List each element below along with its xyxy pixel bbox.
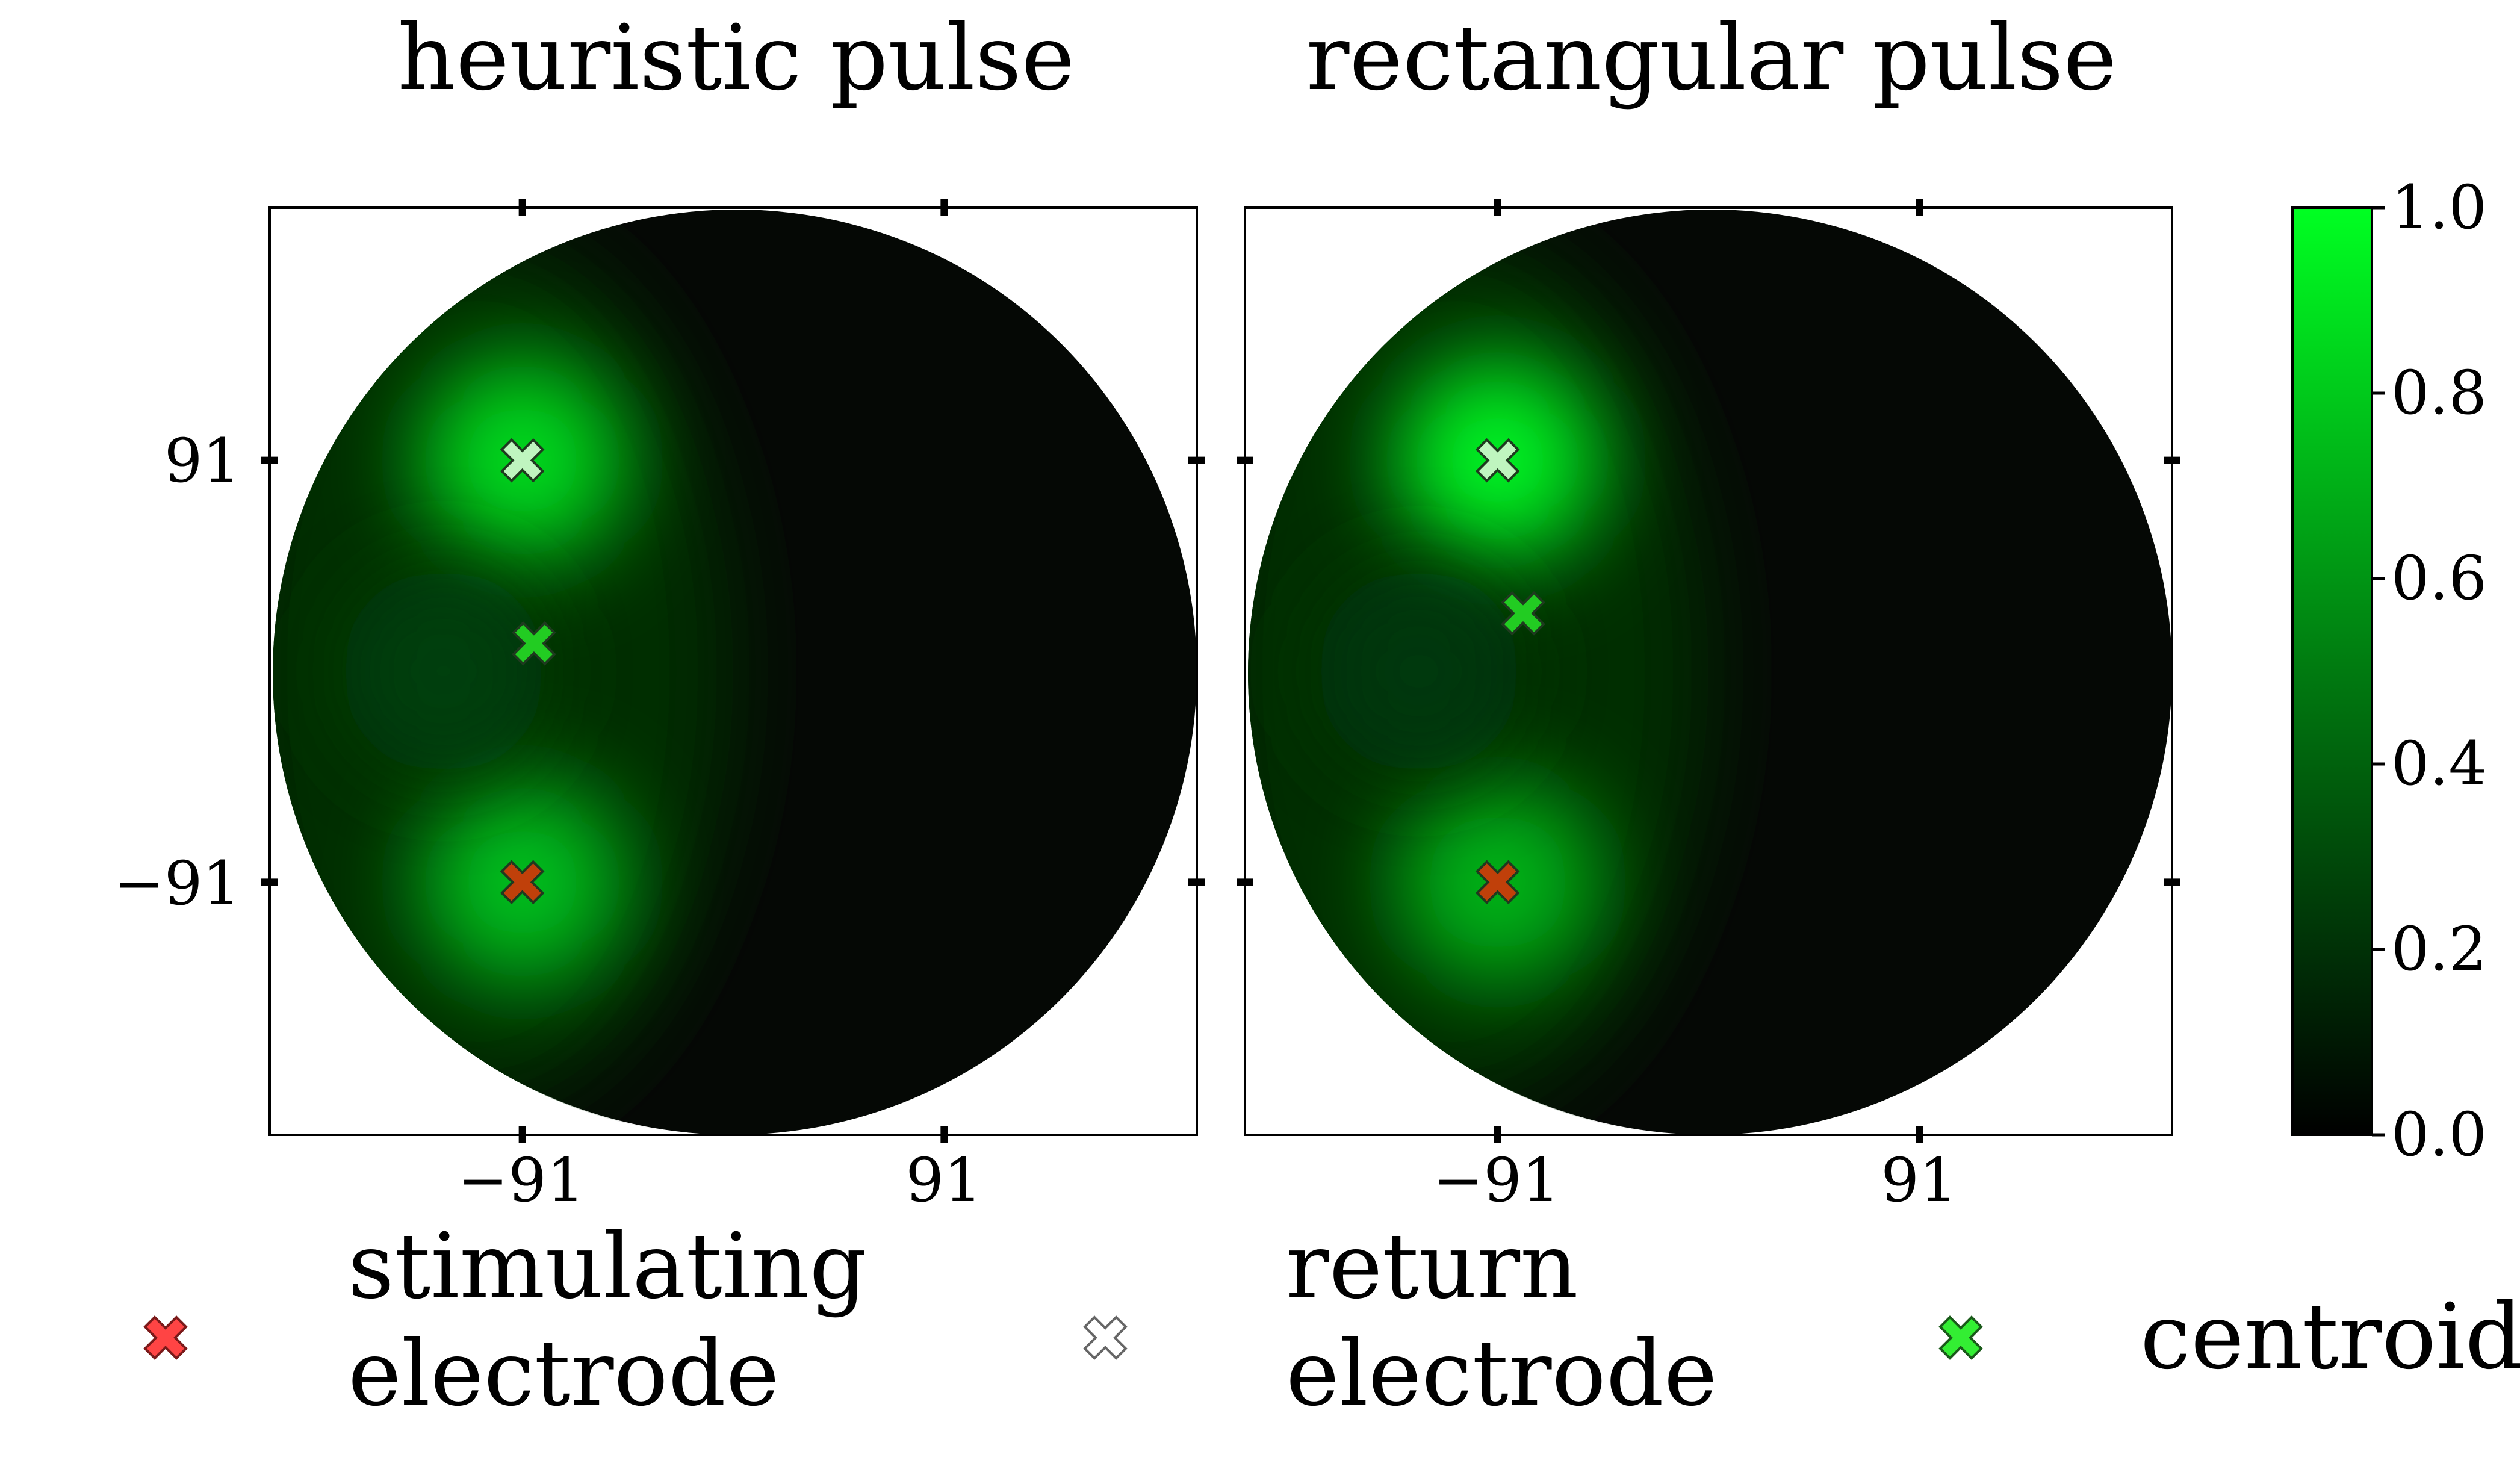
colorbar-tick-label: 0.2 [2391, 914, 2487, 984]
colorbar: 1.0 0.8 0.6 0.4 0.2 0.0 [2291, 172, 2487, 1170]
legend-label-line2: electrode [348, 1321, 780, 1426]
y-tick-label-0: 91 [164, 426, 241, 496]
colorbar-tick-label: 0.4 [2391, 728, 2487, 799]
legend-marker-return [1084, 1316, 1127, 1359]
panel-heuristic: heuristic pulse −91 91 91 −91 [114, 6, 1205, 1215]
heatmap-field [1248, 210, 2172, 1135]
axes-frame [268, 206, 1198, 1136]
heatmap-field [273, 210, 1197, 1135]
axis-ticks [1237, 199, 2180, 1143]
legend-label-line2: electrode [1286, 1321, 1718, 1426]
colorbar-tick-label: 0.0 [2391, 1099, 2487, 1170]
hotspot [341, 569, 546, 774]
axes-frame [1244, 206, 2173, 1136]
panel-title: heuristic pulse [398, 6, 1075, 111]
x-tick-label-1: 91 [905, 1145, 982, 1215]
legend-item-return: return electrode [1084, 1214, 1718, 1426]
legend-marker-stimulating [144, 1316, 187, 1359]
legend-marker-centroid [1939, 1316, 1982, 1359]
x-tick-label-0: −91 [458, 1145, 585, 1215]
colorbar-tick-label: 1.0 [2391, 172, 2487, 243]
colorbar-tick-label: 0.8 [2391, 358, 2487, 428]
colorbar-tick-label: 0.6 [2391, 543, 2487, 613]
colorbar-gradient [2291, 206, 2373, 1136]
y-tick-label-1: −91 [114, 848, 241, 919]
x-tick-label-1: 91 [1881, 1145, 1957, 1215]
legend: stimulating electrode return electrode c… [144, 1214, 2520, 1426]
legend-item-centroid: centroid [1939, 1285, 2520, 1389]
axis-ticks [261, 199, 1205, 1143]
legend-label-line1: centroid [2140, 1285, 2520, 1389]
panel-title: rectangular pulse [1306, 6, 2117, 111]
legend-label-line1: return [1286, 1214, 1578, 1319]
colorbar-ticks: 1.0 0.8 0.6 0.4 0.2 0.0 [2372, 172, 2487, 1170]
panel-rectangular: rectangular pulse −91 91 [1237, 6, 2180, 1215]
legend-item-stimulating: stimulating electrode [144, 1214, 867, 1426]
x-tick-label-0: −91 [1433, 1145, 1560, 1215]
legend-label-line1: stimulating [348, 1214, 867, 1319]
hotspot [1317, 569, 1521, 774]
